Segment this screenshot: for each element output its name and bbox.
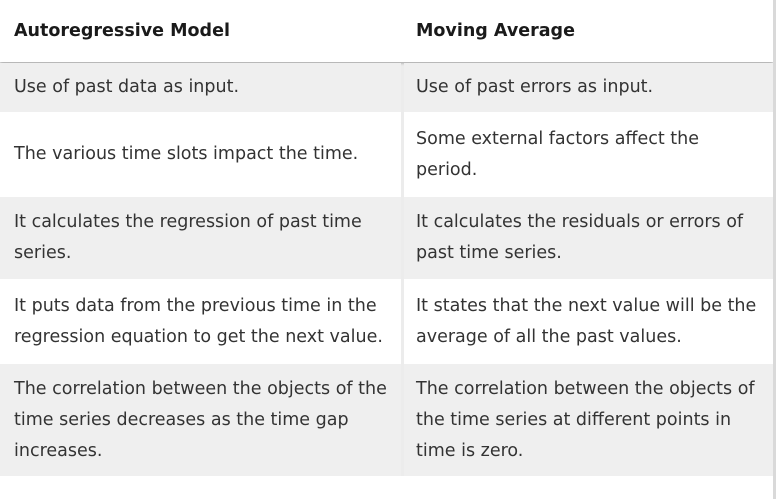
table-cell: Some external factors affect the period. (404, 112, 773, 197)
table-footer-space (0, 476, 773, 499)
header-cell-autoregressive: Autoregressive Model (14, 20, 230, 41)
table-cell: It calculates the regression of past tim… (0, 197, 401, 279)
scroll-edge (773, 0, 776, 499)
table-header-row: Autoregressive Model Moving Average (0, 0, 773, 62)
table-cell: It states that the next value will be th… (404, 279, 773, 364)
table-cell: The various time slots impact the time. (0, 112, 401, 197)
table-cell: Use of past errors as input. (404, 63, 773, 112)
table-cell: It puts data from the previous time in t… (0, 279, 401, 364)
table-row: It calculates the regression of past tim… (0, 197, 773, 279)
table-row: The correlation between the objects of t… (0, 364, 773, 476)
header-cell-moving-average: Moving Average (416, 20, 575, 41)
table-cell: Use of past data as input. (0, 63, 401, 112)
table-cell: It calculates the residuals or errors of… (404, 197, 773, 279)
table-cell: The correlation between the objects of t… (404, 364, 773, 476)
table-row: It puts data from the previous time in t… (0, 279, 773, 364)
table-row: Use of past data as input. Use of past e… (0, 63, 773, 112)
table-cell: The correlation between the objects of t… (0, 364, 401, 476)
table-row: The various time slots impact the time. … (0, 112, 773, 197)
